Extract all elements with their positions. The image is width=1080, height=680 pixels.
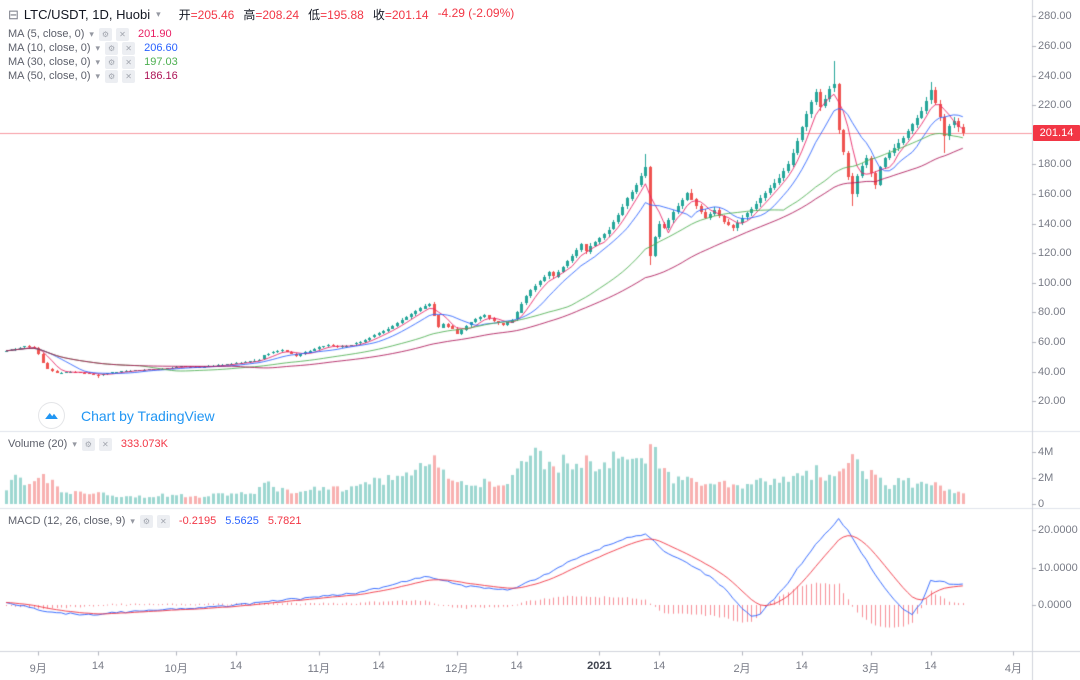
settings-icon[interactable]: ⚙ — [105, 69, 119, 83]
volume-value: 333.073K — [120, 438, 168, 450]
chevron-down-icon[interactable]: ▾ — [89, 28, 94, 39]
axis-tick-label: 240.00 — [1038, 69, 1072, 82]
close-icon[interactable]: ✕ — [122, 69, 136, 83]
settings-icon[interactable]: ⚙ — [105, 41, 119, 55]
axis-tick-label: 40.00 — [1038, 365, 1066, 378]
time-tick-label: 14 — [653, 660, 666, 672]
ma10-label[interactable]: MA (10, close, 0) — [8, 42, 91, 54]
close-icon[interactable]: ✕ — [156, 514, 170, 528]
chevron-down-icon[interactable]: ▾ — [95, 56, 101, 67]
chart-type-icon[interactable]: ⊟ — [8, 6, 19, 22]
volume-label[interactable]: Volume (20) — [8, 438, 68, 450]
tradingview-logo-icon — [39, 403, 64, 428]
ma10-value: 206.60 — [144, 42, 178, 54]
axis-tick-label: 180.00 — [1038, 158, 1072, 171]
axis-tick-label: 0 — [1038, 498, 1045, 510]
macd-signal-value: 5.7821 — [267, 515, 302, 527]
settings-icon[interactable]: ⚙ — [105, 55, 119, 69]
axis-tick-label: 4M — [1038, 446, 1054, 458]
settings-icon[interactable]: ⚙ — [98, 27, 112, 41]
axis-tick-label: 260.00 — [1038, 40, 1072, 52]
open-value: =205.46 — [190, 8, 235, 22]
time-tick-label: 14 — [795, 660, 808, 672]
time-tick-label: 14 — [924, 660, 937, 672]
high-label: 高 — [243, 8, 256, 22]
macd-legend: MACD (12, 26, close, 9) ▾ ⚙ ✕ -0.2195 5.… — [8, 514, 302, 528]
time-tick-label: 14 — [91, 660, 105, 672]
time-tick-label: 9月 — [29, 663, 47, 675]
time-tick-label: 14 — [510, 660, 523, 672]
volume-legend: Volume (20) ▾ ⚙ ✕ 333.073K — [8, 437, 168, 451]
axis-tick-label: 20.0000 — [1038, 524, 1078, 536]
axis-tick-label: 280.00 — [1038, 10, 1072, 23]
chevron-down-icon[interactable]: ▾ — [72, 438, 77, 449]
ma30-legend: MA (30, close, 0) ▾ ⚙ ✕ 197.03 — [8, 55, 178, 69]
attribution-text: Chart by TradingView — [81, 407, 215, 424]
close-value: =201.14 — [384, 8, 429, 22]
time-tick-label: 2021 — [587, 660, 612, 672]
axis-tick-label: 120.00 — [1038, 247, 1072, 260]
time-tick-label: 11月 — [307, 663, 331, 675]
axis-tick-label: 220.00 — [1038, 99, 1072, 112]
ma50-label[interactable]: MA (50, close, 0) — [8, 70, 91, 82]
settings-icon[interactable]: ⚙ — [139, 514, 153, 528]
axis-tick-label: 10.0000 — [1038, 561, 1078, 574]
macd-label[interactable]: MACD (12, 26, close, 9) — [8, 515, 126, 527]
ma50-legend: MA (50, close, 0) ▾ ⚙ ✕ 186.16 — [8, 69, 178, 83]
ma5-legend: MA (5, close, 0) ▾ ⚙ ✕ 201.90 — [8, 27, 172, 41]
ohlc-values: 开=205.46 高=208.24 低=195.88 收=201.14 -4.2… — [179, 6, 515, 23]
time-tick-label: 14 — [229, 660, 243, 672]
settings-icon[interactable]: ⚙ — [81, 437, 95, 451]
time-tick-label: 2月 — [733, 663, 751, 675]
last-price-badge: 201.14 — [1033, 125, 1080, 141]
chevron-down-icon[interactable]: ▾ — [156, 9, 161, 19]
symbol-title[interactable]: LTC/USDT, 1D, Huobi — [23, 7, 151, 22]
time-tick-label: 10月 — [164, 663, 188, 675]
axis-tick-label: 140.00 — [1038, 217, 1072, 230]
low-value: =195.88 — [320, 8, 364, 22]
chevron-down-icon[interactable]: ▾ — [130, 515, 135, 526]
ma50-value: 186.16 — [144, 70, 178, 82]
time-tick-label: 14 — [372, 660, 385, 672]
high-value: =208.24 — [255, 8, 300, 22]
symbol-header[interactable]: ⊟ LTC/USDT, 1D, Huobi ▾ 开=205.46 高=208.2… — [8, 6, 514, 23]
chevron-down-icon[interactable]: ▾ — [95, 42, 101, 53]
low-label: 低 — [308, 8, 321, 22]
change-value: -4.29 (-2.09%) — [437, 6, 515, 20]
tradingview-attribution-link[interactable]: Chart by TradingView — [39, 403, 215, 428]
close-icon[interactable]: ✕ — [122, 41, 136, 55]
axis-tick-label: 80.00 — [1038, 306, 1066, 319]
axis-tick-label: 100.00 — [1038, 276, 1072, 289]
ma30-label[interactable]: MA (30, close, 0) — [8, 56, 91, 68]
ma10-legend: MA (10, close, 0) ▾ ⚙ ✕ 206.60 — [8, 41, 178, 55]
ma5-label[interactable]: MA (5, close, 0) — [8, 28, 85, 40]
ma30-value: 197.03 — [144, 56, 178, 68]
time-tick-label: 12月 — [445, 663, 469, 675]
axis-tick-label: 2M — [1038, 472, 1054, 484]
close-label: 收 — [372, 8, 385, 22]
macd-line-value: 5.5625 — [225, 515, 259, 527]
ma5-value: 201.90 — [137, 28, 172, 40]
axis-tick-label: 160.00 — [1038, 188, 1072, 200]
chevron-down-icon[interactable]: ▾ — [95, 70, 101, 81]
close-icon[interactable]: ✕ — [115, 27, 129, 41]
time-tick-label: 3月 — [862, 663, 880, 675]
open-label: 开 — [178, 8, 191, 22]
time-tick-label: 4月 — [1004, 663, 1022, 675]
macd-hist-value: -0.2195 — [178, 515, 217, 527]
axis-tick-label: 0.0000 — [1038, 599, 1072, 611]
axis-tick-label: 20.00 — [1038, 395, 1066, 408]
close-icon[interactable]: ✕ — [98, 437, 112, 451]
close-icon[interactable]: ✕ — [122, 55, 136, 69]
axis-tick-label: 60.00 — [1038, 336, 1066, 348]
